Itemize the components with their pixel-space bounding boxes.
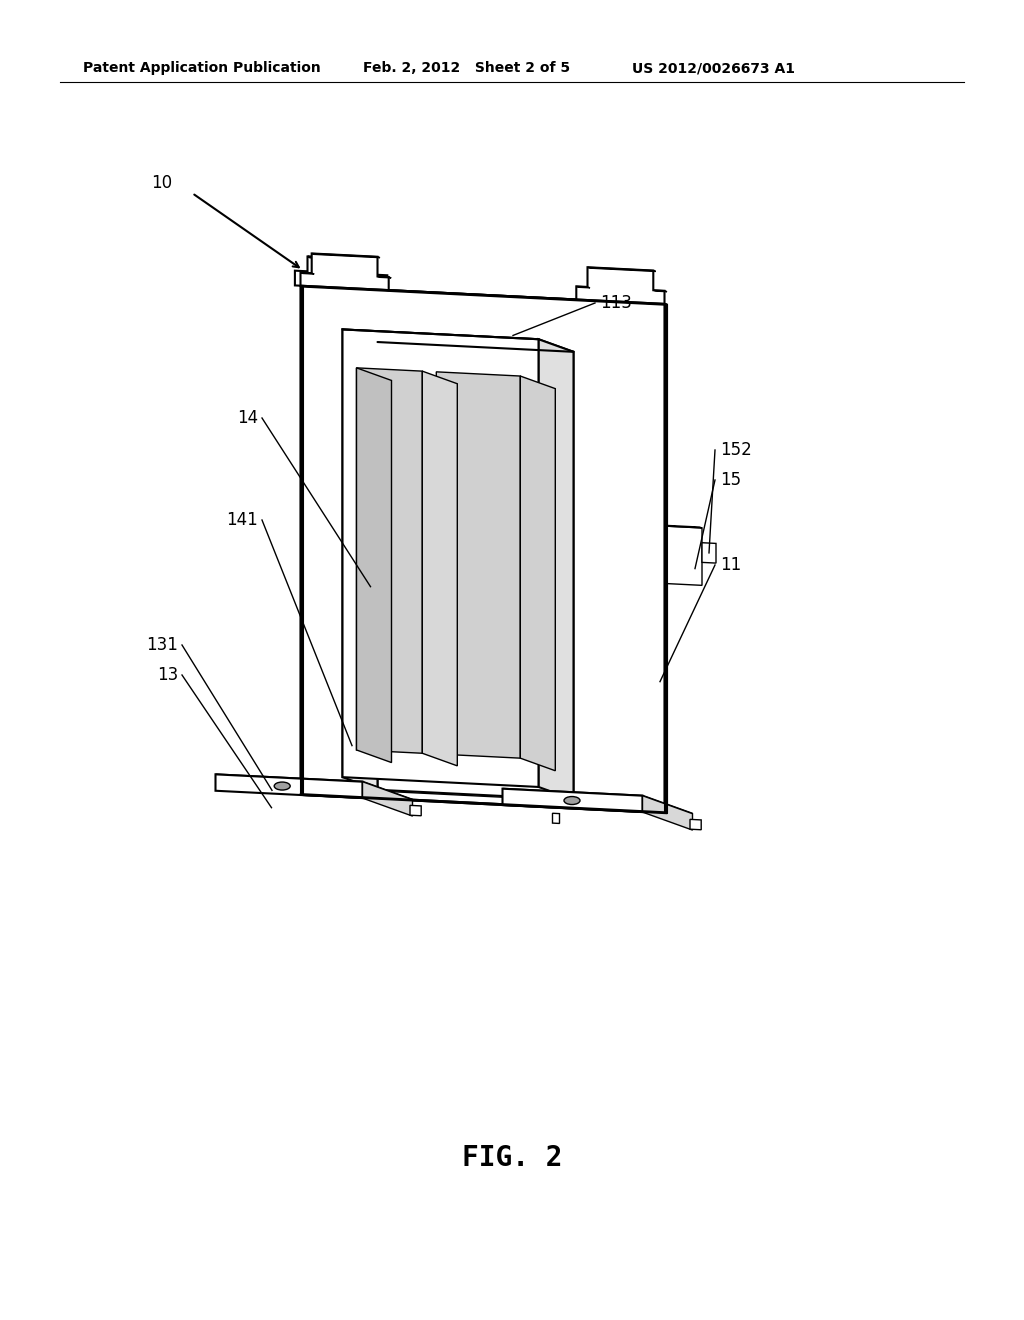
Ellipse shape — [564, 796, 580, 804]
Polygon shape — [300, 253, 389, 290]
Text: Patent Application Publication: Patent Application Publication — [83, 61, 321, 75]
Polygon shape — [690, 820, 701, 830]
Polygon shape — [303, 286, 667, 813]
Polygon shape — [410, 805, 421, 816]
Polygon shape — [520, 376, 555, 771]
Polygon shape — [311, 253, 380, 257]
Polygon shape — [300, 285, 665, 812]
Polygon shape — [215, 775, 413, 800]
Polygon shape — [588, 267, 655, 272]
Text: 141: 141 — [226, 511, 258, 529]
Polygon shape — [215, 775, 362, 799]
Text: 10: 10 — [151, 174, 172, 191]
Polygon shape — [307, 256, 377, 261]
Text: Feb. 2, 2012   Sheet 2 of 5: Feb. 2, 2012 Sheet 2 of 5 — [362, 61, 570, 75]
Polygon shape — [642, 796, 692, 830]
Polygon shape — [702, 543, 716, 564]
Text: 11: 11 — [720, 556, 741, 574]
Polygon shape — [577, 267, 665, 304]
Polygon shape — [295, 256, 387, 290]
Ellipse shape — [274, 781, 290, 791]
Polygon shape — [342, 330, 539, 787]
Polygon shape — [422, 371, 458, 766]
Text: 113: 113 — [600, 294, 632, 312]
Polygon shape — [436, 372, 520, 758]
Text: 14: 14 — [237, 409, 258, 426]
Polygon shape — [539, 339, 573, 800]
Polygon shape — [378, 342, 573, 800]
Polygon shape — [362, 781, 413, 816]
Polygon shape — [378, 276, 391, 279]
Polygon shape — [653, 290, 667, 292]
Polygon shape — [342, 330, 378, 789]
Text: 152: 152 — [720, 441, 752, 459]
Polygon shape — [503, 789, 692, 813]
Polygon shape — [356, 368, 422, 754]
Polygon shape — [503, 789, 642, 812]
Text: US 2012/0026673 A1: US 2012/0026673 A1 — [632, 61, 795, 75]
Polygon shape — [577, 286, 590, 288]
Text: FIG. 2: FIG. 2 — [462, 1144, 562, 1172]
Polygon shape — [356, 368, 391, 763]
Polygon shape — [553, 813, 559, 824]
Text: 15: 15 — [720, 471, 741, 488]
Polygon shape — [667, 527, 702, 585]
Text: 13: 13 — [157, 667, 178, 684]
Polygon shape — [342, 330, 573, 352]
Polygon shape — [300, 272, 314, 275]
Polygon shape — [300, 285, 667, 305]
Polygon shape — [665, 525, 702, 528]
Text: 131: 131 — [146, 636, 178, 653]
